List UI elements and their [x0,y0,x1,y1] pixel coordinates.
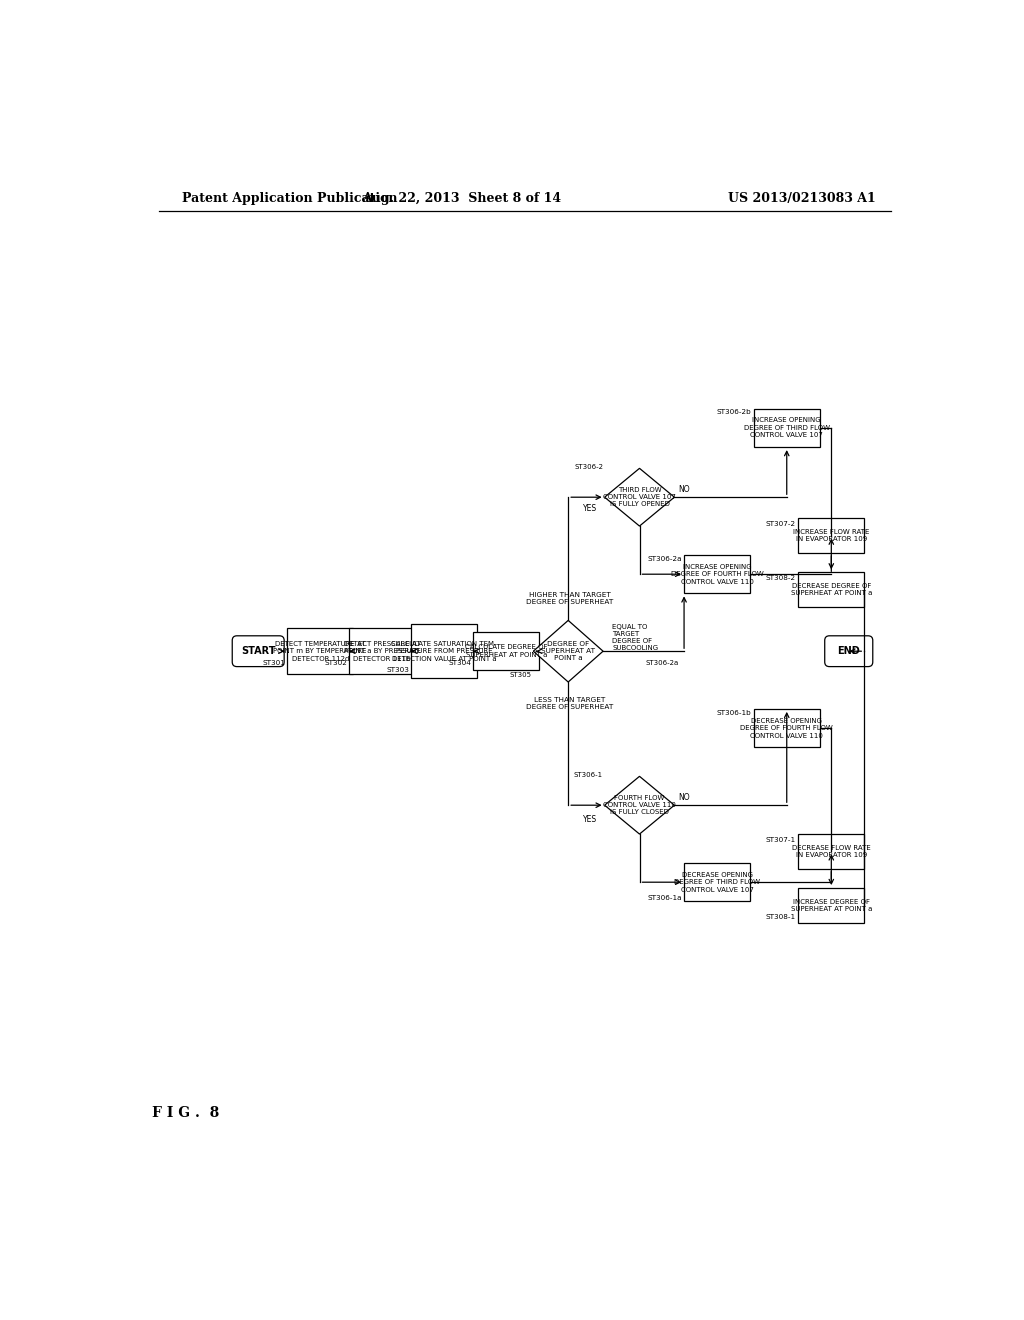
FancyBboxPatch shape [288,628,353,675]
Text: ST306-1b: ST306-1b [717,710,752,715]
Text: F I G .  8: F I G . 8 [153,1106,220,1121]
Text: ST306-2a: ST306-2a [646,660,679,667]
Text: Patent Application Publication: Patent Application Publication [182,191,397,205]
Text: YES: YES [583,814,597,824]
FancyBboxPatch shape [824,636,872,667]
FancyBboxPatch shape [349,628,415,675]
Text: DETECT TEMPERATURE AT
POINT m BY TEMPERATURE
DETECTOR 112d: DETECT TEMPERATURE AT POINT m BY TEMPERA… [273,640,367,661]
Text: DEGREE OF
SUPERHEAT AT
POINT a: DEGREE OF SUPERHEAT AT POINT a [542,642,595,661]
Text: Aug. 22, 2013  Sheet 8 of 14: Aug. 22, 2013 Sheet 8 of 14 [361,191,561,205]
Text: DETECT PRESSURE AT
POINT a BY PRESSURE
DETECTOR 111b: DETECT PRESSURE AT POINT a BY PRESSURE D… [344,640,421,661]
FancyBboxPatch shape [754,709,819,747]
FancyBboxPatch shape [799,834,864,869]
Text: ST302: ST302 [324,660,347,665]
Text: EQUAL TO
TARGET
DEGREE OF
SUBCOOLING: EQUAL TO TARGET DEGREE OF SUBCOOLING [612,624,658,651]
FancyBboxPatch shape [684,863,750,902]
Text: ST306-2: ST306-2 [574,465,603,470]
Text: CALCULATE SATURATION TEM-
PERATURE FROM PRESSURE
DETECTION VALUE AT POINT a: CALCULATE SATURATION TEM- PERATURE FROM … [391,640,497,661]
Polygon shape [534,620,603,682]
Text: ST308-2: ST308-2 [766,576,796,581]
Text: ST307-2: ST307-2 [766,521,796,527]
Text: DECREASE OPENING
DEGREE OF FOURTH FLOW
CONTROL VALVE 110: DECREASE OPENING DEGREE OF FOURTH FLOW C… [740,718,834,739]
Text: INCREASE DEGREE OF
SUPERHEAT AT POINT a: INCREASE DEGREE OF SUPERHEAT AT POINT a [791,899,872,912]
Text: US 2013/0213083 A1: US 2013/0213083 A1 [728,191,877,205]
Text: THIRD FLOW
CONTROL VALVE 107
IS FULLY OPENED: THIRD FLOW CONTROL VALVE 107 IS FULLY OP… [603,487,676,507]
FancyBboxPatch shape [799,519,864,553]
Polygon shape [604,469,675,527]
Text: ST305: ST305 [510,672,531,678]
Polygon shape [604,776,675,834]
Text: ST306-2b: ST306-2b [717,409,752,416]
Text: HIGHER THAN TARGET
DEGREE OF SUPERHEAT: HIGHER THAN TARGET DEGREE OF SUPERHEAT [526,593,613,606]
Text: ST304: ST304 [449,660,471,665]
Text: ST307-1: ST307-1 [766,837,796,843]
Text: DECREASE DEGREE OF
SUPERHEAT AT POINT a: DECREASE DEGREE OF SUPERHEAT AT POINT a [791,583,872,597]
Text: ST308-1: ST308-1 [766,913,796,920]
Text: ST306-1: ST306-1 [573,772,603,779]
Text: INCREASE OPENING
DEGREE OF FOURTH FLOW
CONTROL VALVE 110: INCREASE OPENING DEGREE OF FOURTH FLOW C… [671,564,763,585]
Text: ST306-2a: ST306-2a [647,556,682,562]
Text: INCREASE FLOW RATE
IN EVAPORATOR 109: INCREASE FLOW RATE IN EVAPORATOR 109 [794,529,869,543]
Text: END: END [838,647,860,656]
Text: FOURTH FLOW
CONTROL VALVE 110
IS FULLY CLOSED: FOURTH FLOW CONTROL VALVE 110 IS FULLY C… [603,795,676,816]
Text: LESS THAN TARGET
DEGREE OF SUPERHEAT: LESS THAN TARGET DEGREE OF SUPERHEAT [526,697,613,710]
Text: ST301: ST301 [262,660,285,665]
FancyBboxPatch shape [799,888,864,923]
Text: INCREASE OPENING
DEGREE OF THIRD FLOW
CONTROL VALVE 107: INCREASE OPENING DEGREE OF THIRD FLOW CO… [743,417,829,438]
FancyBboxPatch shape [754,409,819,447]
Text: YES: YES [583,504,597,513]
Text: CALCULATE DEGREE OF
SUPERHEAT AT POINT a: CALCULATE DEGREE OF SUPERHEAT AT POINT a [465,644,548,657]
Text: ST303: ST303 [386,668,409,673]
FancyBboxPatch shape [684,554,750,594]
Text: DECREASE FLOW RATE
IN EVAPORATOR 109: DECREASE FLOW RATE IN EVAPORATOR 109 [792,845,870,858]
Text: NO: NO [678,484,690,494]
FancyBboxPatch shape [232,636,285,667]
Text: DECREASE OPENING
DEGREE OF THIRD FLOW
CONTROL VALVE 107: DECREASE OPENING DEGREE OF THIRD FLOW CO… [674,871,760,892]
Text: ST306-1a: ST306-1a [647,895,682,900]
FancyBboxPatch shape [412,624,477,678]
FancyBboxPatch shape [799,573,864,607]
Text: START: START [241,647,275,656]
Text: NO: NO [678,793,690,803]
FancyBboxPatch shape [473,632,540,671]
